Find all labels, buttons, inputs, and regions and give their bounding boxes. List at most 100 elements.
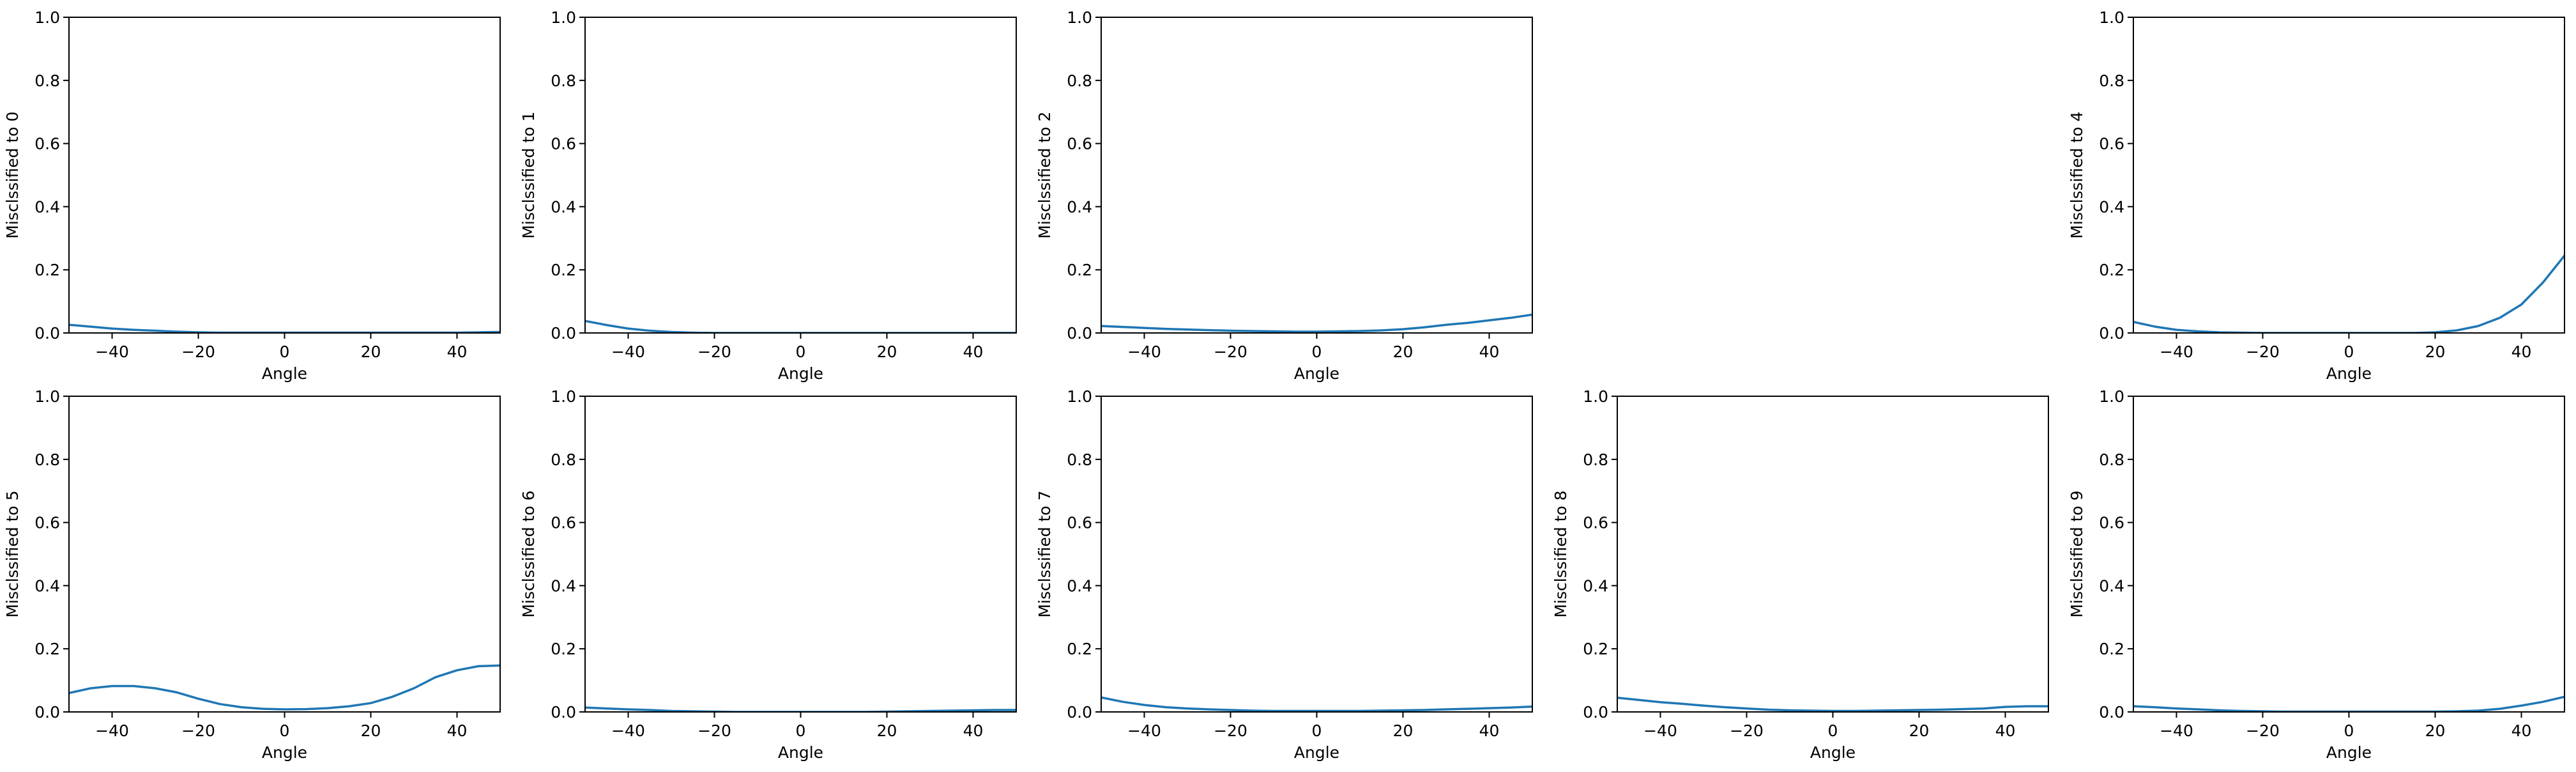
axes-frame xyxy=(1617,396,2049,713)
x-tick-label: 20 xyxy=(2425,343,2446,361)
axes-frame xyxy=(68,396,501,713)
y-tick-label: 0.4 xyxy=(1067,197,1092,216)
y-tick-label: 0.6 xyxy=(1067,135,1092,153)
y-tick-label: 0.8 xyxy=(1067,72,1092,90)
axes-frame xyxy=(1101,17,1533,334)
y-axis-label: Misclssified to 8 xyxy=(1551,490,1570,617)
x-tick-label: −20 xyxy=(181,722,215,740)
y-axis-label: Misclssified to 6 xyxy=(519,490,538,617)
y-axis-label: Misclssified to 1 xyxy=(519,111,538,238)
x-tick-label: 40 xyxy=(2511,343,2532,361)
x-tick-label: 40 xyxy=(447,722,468,740)
x-tick-label: −20 xyxy=(697,722,731,740)
y-tick-label: 0.8 xyxy=(1583,451,1608,469)
x-axis-label: Angle xyxy=(1294,364,1339,383)
y-tick-label: 1.0 xyxy=(1067,387,1092,406)
x-tick-label: −40 xyxy=(611,343,645,361)
x-tick-label: −40 xyxy=(1127,343,1161,361)
x-tick-label: 40 xyxy=(963,722,984,740)
series-line-1-0 xyxy=(585,320,1016,333)
x-tick-label: 20 xyxy=(1393,343,1414,361)
x-tick-label: −20 xyxy=(2246,722,2280,740)
x-axis-label: Angle xyxy=(2326,364,2372,383)
y-tick-label: 0.6 xyxy=(2099,135,2124,153)
x-tick-label: −40 xyxy=(1643,722,1677,740)
y-tick-label: 1.0 xyxy=(34,387,60,406)
x-tick-label: −40 xyxy=(95,722,129,740)
x-axis-label: Angle xyxy=(262,364,307,383)
y-tick-label: 0.6 xyxy=(1583,514,1608,532)
series-line-4-0 xyxy=(2133,254,2565,333)
y-tick-label: 0.4 xyxy=(2099,197,2124,216)
x-tick-label: 20 xyxy=(361,343,381,361)
y-tick-label: 1.0 xyxy=(1067,8,1092,27)
axes-frame xyxy=(584,396,1017,713)
y-tick-label: 0.0 xyxy=(34,324,60,343)
x-tick-label: −20 xyxy=(181,343,215,361)
x-axis-label: Angle xyxy=(778,743,823,762)
y-tick-label: 0.6 xyxy=(551,135,576,153)
y-tick-label: 0.2 xyxy=(1067,640,1092,658)
axes-frame xyxy=(68,17,501,334)
y-tick-label: 1.0 xyxy=(2099,8,2124,27)
subplot-8: −40 −20 0 20 40 0.0 0.2 0.4 0.6 0.8 1.0 Angle Miscls… xyxy=(1551,387,2049,762)
y-tick-label: 0.0 xyxy=(1067,324,1092,343)
x-tick-label: −40 xyxy=(95,343,129,361)
y-tick-label: 0.6 xyxy=(551,514,576,532)
x-tick-label: 40 xyxy=(1995,722,2016,740)
y-tick-label: 0.4 xyxy=(2099,576,2124,595)
y-tick-label: 0.8 xyxy=(551,451,576,469)
x-axis-label: Angle xyxy=(778,364,823,383)
y-axis-label: Misclssified to 2 xyxy=(1035,111,1054,238)
y-axis-label: Misclssified to 5 xyxy=(3,490,22,617)
x-tick-label: −20 xyxy=(1214,343,1247,361)
subplot-1: −40 −20 0 20 40 0.0 0.2 0.4 0.6 0.8 1.0 Angle Miscls… xyxy=(519,8,1017,383)
y-tick-label: 0.8 xyxy=(34,451,60,469)
axes-frame xyxy=(584,17,1017,334)
y-tick-label: 0.0 xyxy=(2099,324,2124,343)
y-tick-label: 0.4 xyxy=(34,576,60,595)
y-tick-label: 0.0 xyxy=(2099,703,2124,722)
y-tick-label: 0.2 xyxy=(2099,261,2124,279)
x-tick-label: −20 xyxy=(2246,343,2280,361)
x-tick-label: 0 xyxy=(796,722,806,740)
x-tick-label: −20 xyxy=(1730,722,1764,740)
x-tick-label: 0 xyxy=(1312,343,1322,361)
x-tick-label: 20 xyxy=(877,722,897,740)
y-tick-label: 1.0 xyxy=(2099,387,2124,406)
y-tick-label: 0.2 xyxy=(2099,640,2124,658)
y-tick-label: 0.0 xyxy=(1583,703,1608,722)
y-axis-label: Misclssified to 9 xyxy=(2068,490,2086,617)
x-tick-label: 40 xyxy=(963,343,984,361)
y-tick-label: 0.4 xyxy=(34,197,60,216)
x-axis-label: Angle xyxy=(262,743,307,762)
y-axis-label: Misclssified to 4 xyxy=(2068,111,2086,238)
x-tick-label: 40 xyxy=(2511,722,2532,740)
x-tick-label: −20 xyxy=(697,343,731,361)
axes-frame xyxy=(1101,396,1533,713)
x-tick-label: 0 xyxy=(2344,722,2354,740)
subplot-7: −40 −20 0 20 40 0.0 0.2 0.4 0.6 0.8 1.0 Angle Miscls… xyxy=(1035,387,1533,762)
y-tick-label: 0.2 xyxy=(34,261,60,279)
x-tick-label: 20 xyxy=(1909,722,1930,740)
y-tick-label: 0.8 xyxy=(2099,451,2124,469)
x-tick-label: 0 xyxy=(280,722,290,740)
x-tick-label: 20 xyxy=(2425,722,2446,740)
y-tick-label: 0.0 xyxy=(34,703,60,722)
series-line-9-0 xyxy=(2133,695,2565,712)
subplot-4: −40 −20 0 20 40 0.0 0.2 0.4 0.6 0.8 1.0 Angle Miscls… xyxy=(2068,8,2565,383)
axes-frame xyxy=(2133,396,2565,713)
y-tick-label: 0.4 xyxy=(551,576,576,595)
y-tick-label: 0.4 xyxy=(551,197,576,216)
x-tick-label: 0 xyxy=(1828,722,1838,740)
series-line-2-0 xyxy=(1101,313,1532,333)
y-tick-label: 0.2 xyxy=(34,640,60,658)
subplot-0: −40 −20 0 20 40 0.0 0.2 0.4 0.6 0.8 1.0 Angle Miscls… xyxy=(3,8,501,383)
y-tick-label: 0.0 xyxy=(551,703,576,722)
y-tick-label: 0.2 xyxy=(1583,640,1608,658)
x-tick-label: −40 xyxy=(1127,722,1161,740)
y-tick-label: 0.6 xyxy=(2099,514,2124,532)
y-tick-label: 1.0 xyxy=(551,8,576,27)
x-tick-label: −40 xyxy=(2160,722,2193,740)
